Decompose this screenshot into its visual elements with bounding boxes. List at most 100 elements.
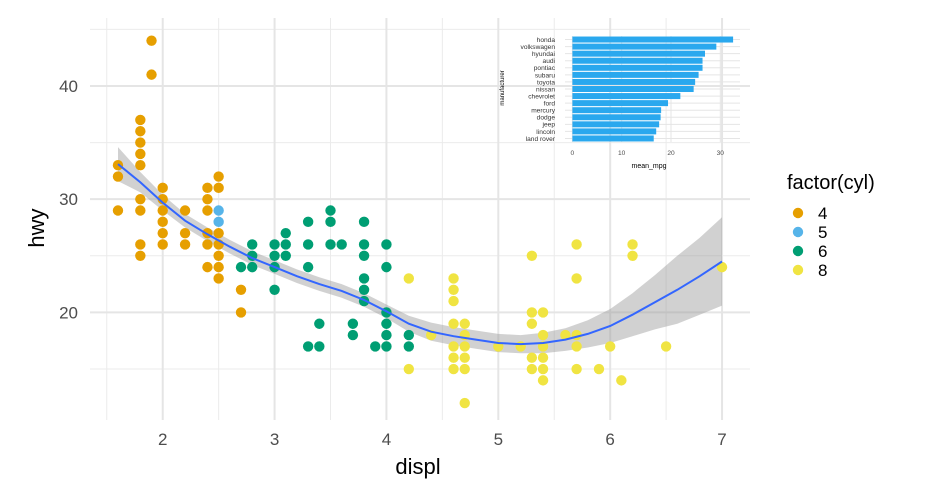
legend-title: factor(cyl) — [787, 172, 875, 194]
legend-key — [792, 207, 804, 219]
main-y-axis-label: hwy — [24, 208, 49, 247]
data-point-cyl-8 — [448, 273, 459, 284]
data-point-cyl-8 — [459, 318, 470, 329]
data-point-cyl-6 — [381, 261, 392, 273]
data-point-cyl-6 — [358, 216, 370, 228]
main-plot: 2 3 4 5 6 7 20 30 40 displ hwy — [24, 18, 750, 479]
data-point-cyl-8 — [515, 341, 526, 352]
data-point-cyl-8 — [526, 307, 538, 318]
inset-bar-jeep — [572, 121, 660, 128]
smooth-line — [117, 163, 723, 346]
inset-bar-nissan — [572, 85, 694, 93]
data-point-cyl-6 — [325, 239, 336, 250]
legend-label: 4 — [818, 204, 827, 223]
smooth-confidence-band — [118, 147, 722, 354]
inset-bar-subaru — [572, 71, 699, 78]
data-point-cyl-8 — [459, 363, 470, 375]
data-point-cyl-6 — [247, 261, 258, 273]
inset-bar-land-rover — [572, 135, 654, 142]
inset-category-label: pontiac — [534, 65, 556, 72]
inset-category-label: jeep — [542, 122, 556, 129]
data-point-cyl-8 — [448, 341, 459, 352]
data-point-cyl-6 — [302, 341, 314, 352]
data-point-cyl-4 — [202, 239, 213, 250]
inset-category-label: chevrolet — [528, 93, 555, 100]
data-point-cyl-6 — [403, 329, 415, 341]
data-point-cyl-4 — [202, 261, 213, 273]
data-point-cyl-8 — [459, 397, 470, 409]
data-point-cyl-4 — [157, 205, 168, 216]
data-point-cyl-8 — [448, 284, 459, 295]
data-point-cyl-8 — [526, 318, 538, 329]
inset-bar-dodge — [572, 114, 661, 121]
inset-bar-honda — [572, 36, 734, 43]
data-point-cyl-8 — [537, 375, 549, 386]
data-point-cyl-6 — [302, 216, 314, 228]
legend-label: 8 — [818, 261, 827, 280]
data-point-cyl-8 — [537, 352, 549, 363]
data-point-cyl-4 — [157, 182, 168, 194]
y-tick-label: 30 — [59, 190, 78, 209]
data-point-cyl-4 — [213, 227, 224, 239]
legend-key — [792, 264, 804, 276]
data-point-cyl-4 — [135, 160, 146, 171]
inset-bar-ford — [572, 100, 669, 107]
inset-bar-chevrolet — [572, 93, 681, 100]
data-point-cyl-6 — [347, 318, 359, 329]
inset-x-tick-labels: 0 10 20 30 — [571, 150, 725, 157]
data-point-cyl-8 — [448, 318, 459, 329]
data-point-cyl-6 — [280, 227, 291, 239]
x-tick-label: 2 — [158, 430, 167, 449]
data-point-cyl-4 — [135, 126, 146, 137]
data-point-cyl-4 — [146, 69, 157, 80]
data-point-cyl-4 — [112, 205, 124, 216]
inset-category-label: nissan — [536, 86, 555, 93]
data-point-cyl-4 — [213, 182, 224, 194]
data-point-cyl-8 — [571, 239, 582, 250]
main-y-tick-labels: 20 30 40 — [59, 77, 78, 322]
data-point-cyl-6 — [358, 273, 370, 284]
data-point-cyl-6 — [247, 239, 258, 250]
data-point-cyl-6 — [325, 205, 336, 216]
data-point-cyl-5 — [213, 205, 224, 216]
data-point-cyl-8 — [537, 307, 549, 318]
data-point-cyl-8 — [537, 329, 549, 341]
data-point-cyl-6 — [302, 239, 314, 250]
data-point-cyl-6 — [358, 284, 370, 295]
data-point-cyl-8 — [571, 363, 582, 375]
data-point-cyl-4 — [235, 284, 247, 295]
inset-category-label: volkswagen — [521, 44, 556, 51]
inset-x-tick-label: 10 — [618, 150, 626, 157]
data-point-cyl-4 — [157, 193, 168, 205]
legend-key — [792, 226, 804, 238]
inset-bar-lincoln — [572, 128, 657, 135]
inset-category-label: honda — [537, 37, 556, 44]
data-point-cyl-4 — [213, 273, 224, 284]
data-point-cyl-4 — [213, 171, 224, 182]
data-point-cyl-6 — [381, 239, 392, 250]
data-point-cyl-8 — [459, 352, 470, 363]
data-point-cyl-8 — [627, 250, 638, 262]
inset-bar-pontiac — [572, 64, 703, 71]
data-point-cyl-6 — [381, 318, 392, 329]
data-point-cyl-6 — [280, 239, 291, 250]
legend-label: 5 — [818, 223, 827, 242]
data-point-cyl-5 — [213, 216, 224, 228]
data-point-cyl-8 — [604, 341, 616, 352]
data-point-cyl-4 — [135, 148, 146, 160]
legend-label: 6 — [818, 242, 827, 261]
inset-bar-chart: hondavolkswagenhyundaiaudipontiacsubarut… — [500, 36, 740, 170]
data-point-cyl-4 — [157, 239, 168, 250]
data-point-cyl-6 — [358, 239, 370, 250]
main-grid-major — [90, 18, 750, 420]
data-point-cyl-6 — [381, 341, 392, 352]
data-point-cyl-8 — [537, 363, 549, 375]
data-point-cyl-6 — [314, 341, 325, 352]
inset-x-tick-label: 20 — [667, 150, 675, 157]
x-tick-label: 4 — [382, 430, 391, 449]
inset-x-tick-label: 0 — [571, 150, 575, 157]
y-tick-label: 20 — [59, 303, 78, 322]
data-point-cyl-8 — [448, 295, 459, 307]
